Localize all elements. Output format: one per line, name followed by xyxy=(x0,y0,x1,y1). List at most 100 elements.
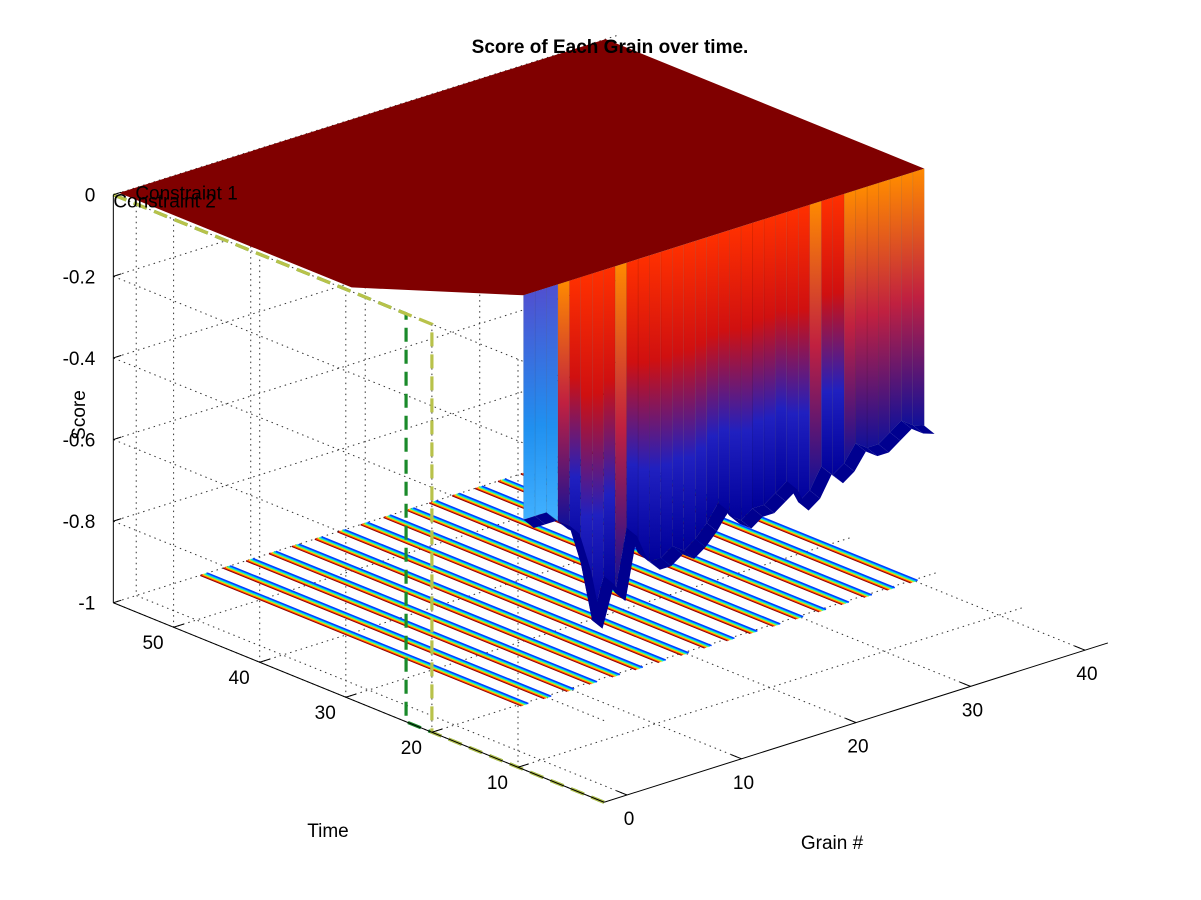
surface-floor-segment xyxy=(741,508,763,529)
contour-line xyxy=(341,529,664,662)
z-tick-label: -0.2 xyxy=(63,267,96,288)
contour-line xyxy=(222,567,545,700)
y-tick xyxy=(173,623,185,628)
surface-floor-segment xyxy=(638,552,660,570)
surface-wall-segment xyxy=(889,175,902,434)
surface-wall-segment xyxy=(820,197,833,476)
contour-line xyxy=(272,551,595,684)
surface-floor-segment xyxy=(844,443,866,472)
contour-line xyxy=(275,550,598,683)
y-tick-label: 20 xyxy=(401,738,422,759)
surface-floor-segment xyxy=(912,425,935,434)
contour-line xyxy=(367,521,689,654)
z-grid-line xyxy=(111,198,618,558)
x-grid-line xyxy=(364,115,857,724)
contour-line xyxy=(390,514,712,647)
contour-line xyxy=(337,531,660,664)
surface-wall-segment xyxy=(843,189,856,465)
contour-line xyxy=(202,573,525,706)
surface-floor-segment xyxy=(626,527,649,562)
z-tick xyxy=(113,191,122,196)
y-tick xyxy=(517,763,529,768)
surface-floor-segment xyxy=(523,516,546,528)
contour-line xyxy=(268,552,591,685)
y-tick xyxy=(345,693,357,698)
contour-line xyxy=(252,557,575,690)
contour-line xyxy=(342,529,665,662)
contour-line xyxy=(384,516,707,649)
x-grid-line xyxy=(250,151,742,760)
contour-line xyxy=(338,530,661,663)
chart-title: Score of Each Grain over time. xyxy=(472,37,749,58)
contour-line xyxy=(321,536,644,669)
surface-wall-segment xyxy=(878,179,891,445)
surface-wall-segment xyxy=(706,233,719,524)
surface-wall-segment xyxy=(832,193,845,476)
surface-floor-segment xyxy=(546,512,569,530)
contour-line xyxy=(225,566,548,699)
contour-line xyxy=(227,565,549,698)
surface-floor-segment xyxy=(901,420,924,434)
x-grid-line xyxy=(593,42,1086,651)
surface-wall-segment xyxy=(557,280,570,526)
contour-line xyxy=(295,544,618,677)
x-tick-label: 0 xyxy=(624,809,635,830)
x-axis-label: Grain # xyxy=(801,833,864,854)
surface-wall-segment xyxy=(798,204,810,503)
contour-line xyxy=(224,566,547,699)
z-grid-line xyxy=(111,116,618,477)
contour-line xyxy=(200,574,522,707)
z-axis-label: Score xyxy=(69,390,90,440)
contour-line xyxy=(270,552,592,685)
contour-line xyxy=(274,551,597,684)
contour-line xyxy=(385,515,708,648)
contour-line xyxy=(204,573,526,706)
surface-wall-segment xyxy=(809,200,822,491)
contour-line xyxy=(294,544,617,677)
surface-wall-segment xyxy=(775,211,788,494)
contour-line xyxy=(229,565,552,698)
surface-wall-segment xyxy=(546,284,559,522)
contour-line xyxy=(249,558,572,691)
surface-wall-segment xyxy=(534,287,547,517)
y-tick xyxy=(431,728,443,733)
surface-floor-segment xyxy=(798,490,821,511)
y-tick-label: 10 xyxy=(487,773,508,794)
contour-line xyxy=(201,574,524,707)
z-tick-label: -0.8 xyxy=(63,512,96,533)
x-tick xyxy=(845,717,857,724)
contour-line xyxy=(411,507,734,640)
surface-wall-segment xyxy=(637,255,650,562)
surface-floor-segment xyxy=(569,525,592,572)
contour-line xyxy=(298,543,621,676)
x-tick xyxy=(616,790,628,796)
surface-wall-segment xyxy=(603,265,616,594)
surface-floor-segment xyxy=(763,493,786,514)
surface-floor-segment xyxy=(867,444,889,457)
y-tick-label: 50 xyxy=(142,633,163,654)
surface-wall-segment xyxy=(591,269,604,621)
contour-line xyxy=(297,543,619,676)
surface-floor-segment xyxy=(809,466,832,499)
surface-wall-segment xyxy=(866,182,879,449)
contour-line xyxy=(410,508,733,641)
x-tick-label: 40 xyxy=(1076,664,1097,685)
axes: 0 10 20 30 40 10 20 30 40 50 0 -0.2 -0.4 -0.6 -0.8 -1 xyxy=(63,186,1109,830)
surface-wall-segment xyxy=(763,215,776,506)
y-tick-label: 40 xyxy=(229,668,250,689)
surface-floor-segment xyxy=(706,503,729,532)
x-tick-label: 20 xyxy=(847,737,868,758)
x-grid-line xyxy=(479,78,971,687)
y-axis-line xyxy=(113,602,605,803)
surface-wall-segment xyxy=(683,240,696,552)
surface-wall-segment xyxy=(672,244,685,551)
contour-line xyxy=(315,537,638,670)
contour-line xyxy=(206,572,529,705)
z-tick-label: 0 xyxy=(85,186,96,207)
z-grid-line xyxy=(111,34,618,395)
x-tick-label: 10 xyxy=(733,773,754,794)
contour-line xyxy=(318,536,641,670)
surface-floor-segment xyxy=(889,420,912,441)
contour-line xyxy=(314,538,637,671)
